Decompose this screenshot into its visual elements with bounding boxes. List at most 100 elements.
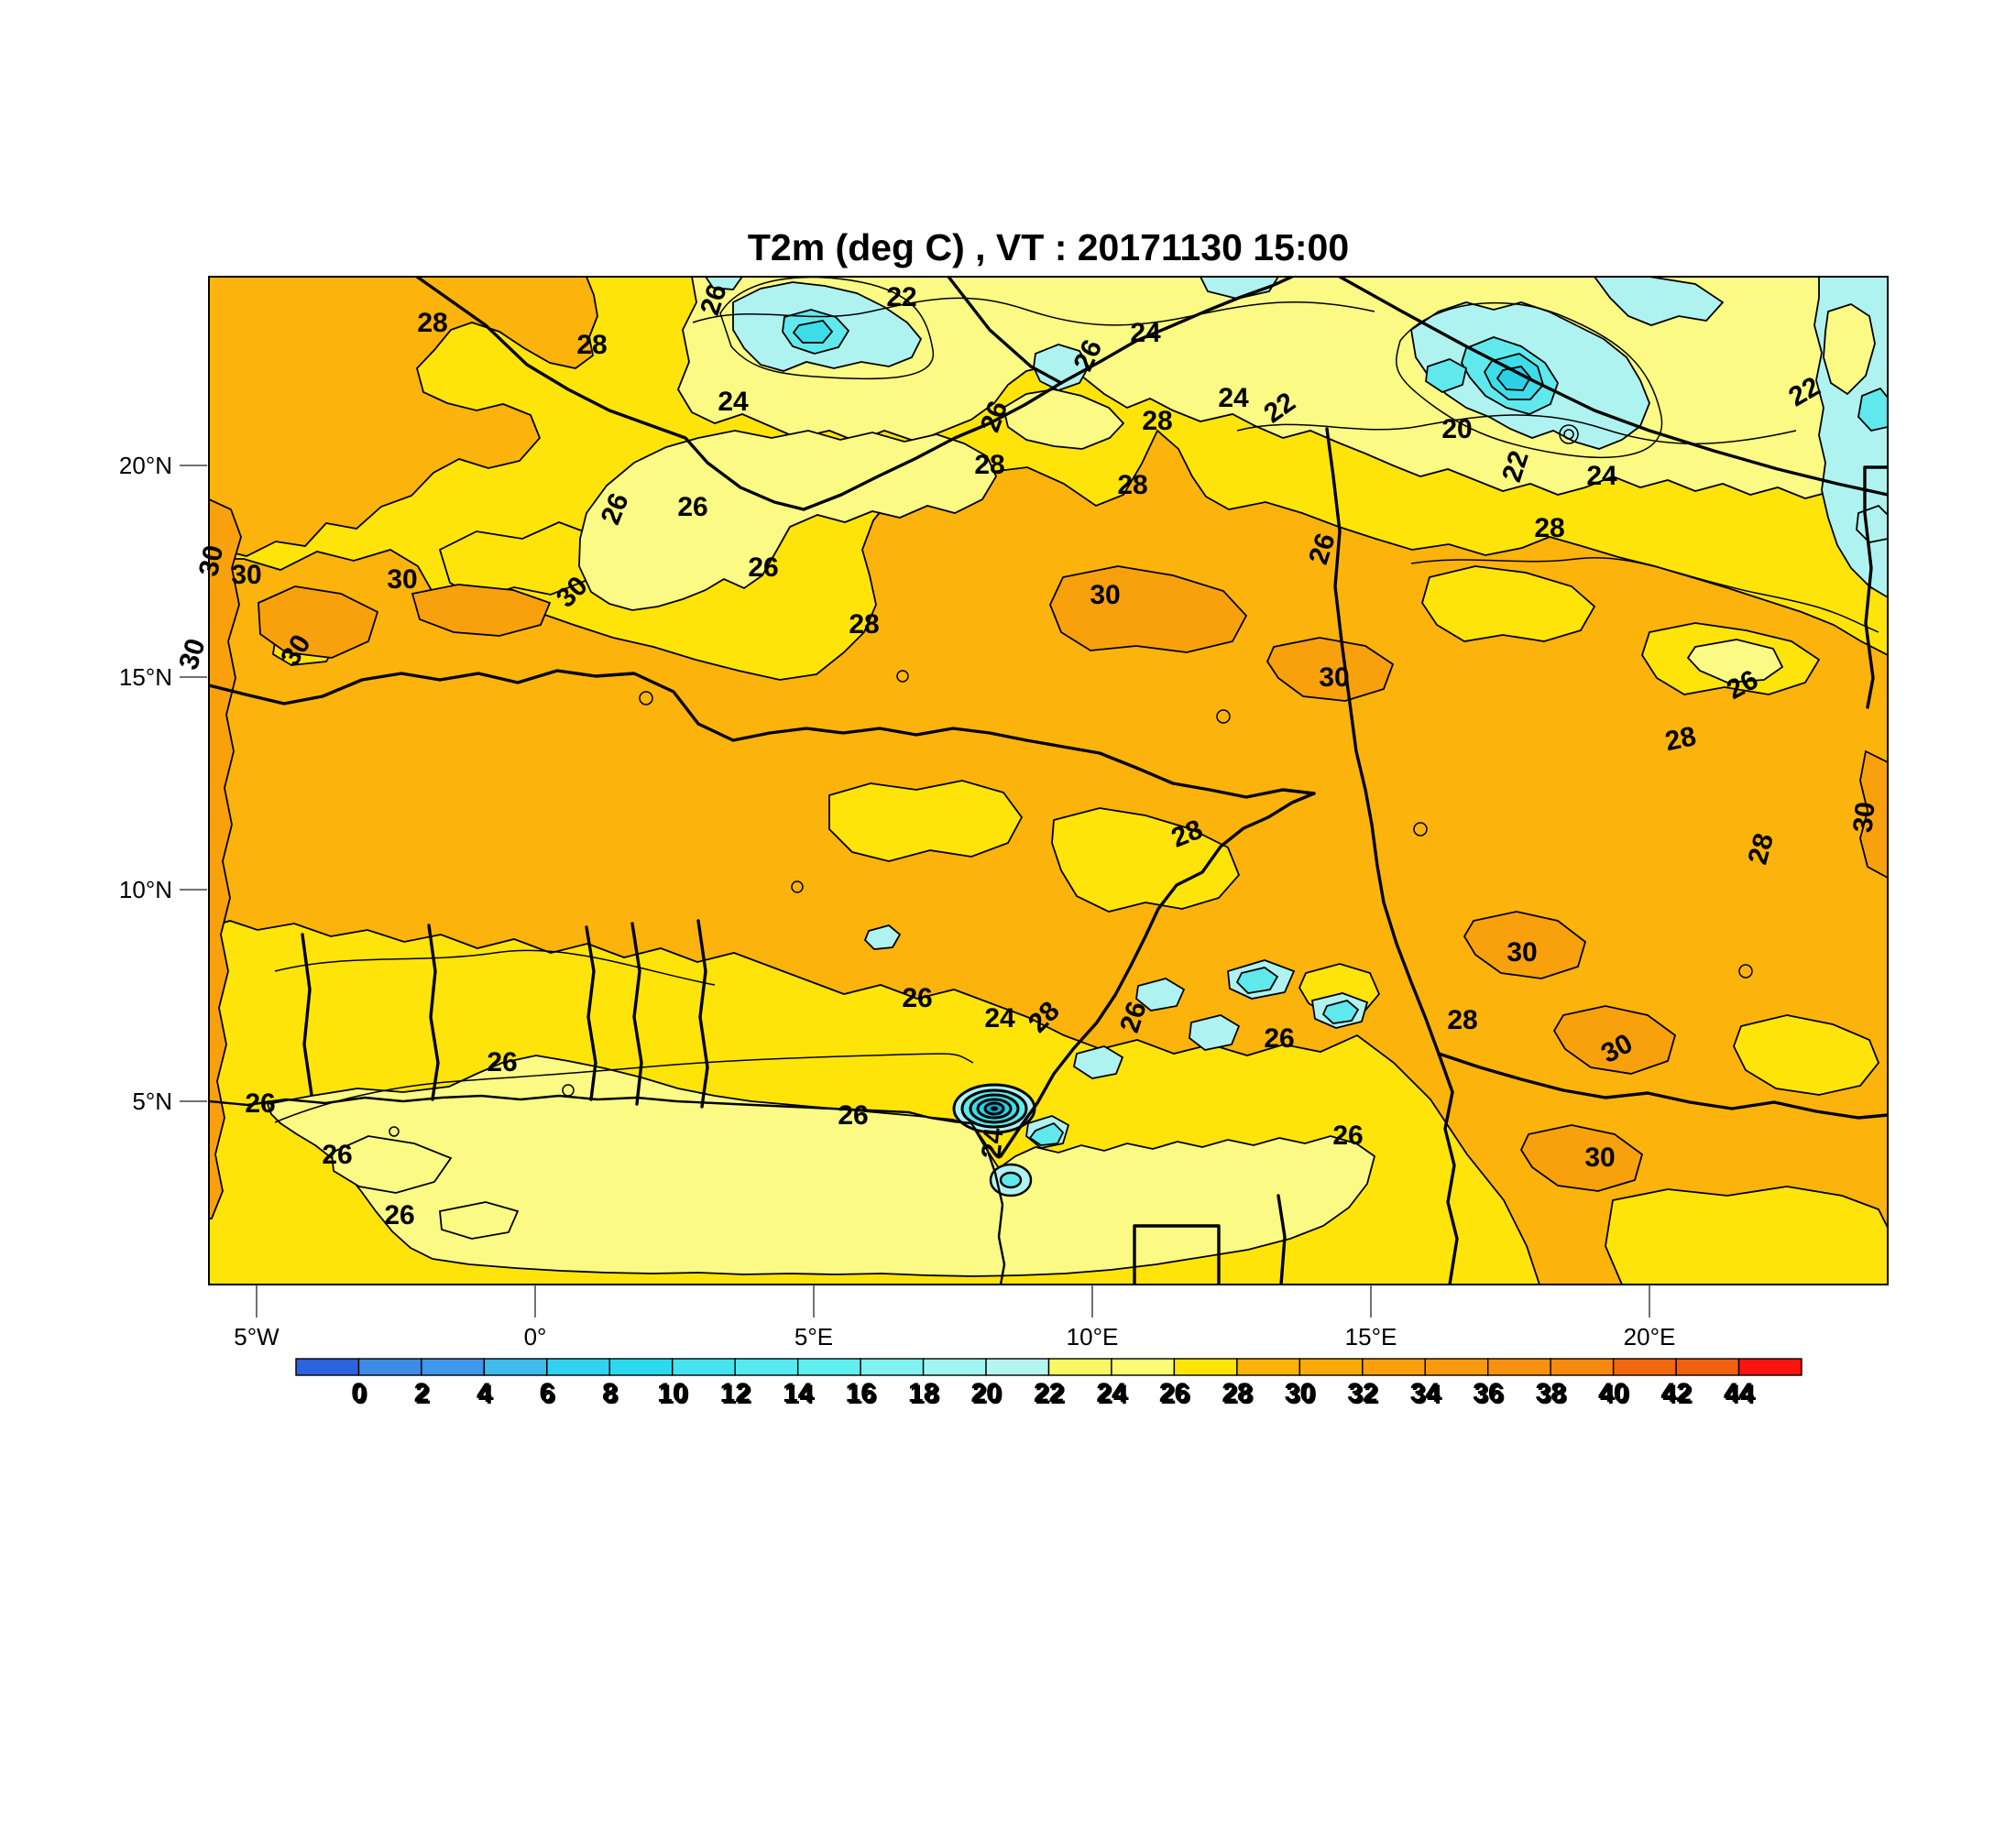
colorbar-label-shadow: 2	[416, 1380, 432, 1410]
band-26-28-patches	[272, 521, 1888, 1285]
plot-title: T2m (deg C) , VT : 20171130 15:00	[748, 226, 1349, 268]
contour-label: 26	[1332, 1121, 1363, 1151]
contour-label: 30	[173, 635, 212, 673]
mount-cameroon-contour-knot	[952, 1083, 1036, 1134]
colorbar-segment	[1612, 1358, 1677, 1376]
contour-label: 22	[886, 282, 916, 312]
colorbar-segment	[357, 1358, 422, 1376]
colorbar-label: 38	[1535, 1378, 1565, 1408]
contour-label: 24	[1586, 461, 1617, 491]
colorbar-label: 6	[539, 1378, 554, 1408]
colorbar-segment	[796, 1358, 861, 1376]
lon-tick-label: 0°	[524, 1323, 547, 1350]
colorbar-label-shadow: 22	[1035, 1380, 1066, 1410]
contour-label: 24	[1130, 318, 1161, 348]
contour-field	[209, 277, 1888, 1285]
colorbar-label: 32	[1347, 1378, 1377, 1408]
contour-label: 28	[849, 609, 879, 640]
colorbar-label: 12	[720, 1378, 751, 1408]
colorbar-label-shadow: 40	[1600, 1380, 1630, 1410]
colorbar-label-shadow: 24	[1098, 1380, 1129, 1410]
colorbar-label-shadow: 28	[1223, 1380, 1254, 1410]
contour-label: 26	[245, 1088, 275, 1119]
colorbar-label: 42	[1660, 1378, 1691, 1408]
lon-tick-label: 5°W	[234, 1323, 279, 1350]
contour-label: 28	[1534, 513, 1564, 543]
colorbar-label-shadow: 38	[1537, 1380, 1567, 1410]
colorbar-segment	[734, 1358, 799, 1376]
colorbar-label-shadow: 34	[1412, 1380, 1443, 1410]
lat-tick-label: 5°N	[132, 1088, 172, 1115]
lon-tick-label: 5°E	[794, 1323, 833, 1350]
colorbar-label: 0	[351, 1378, 367, 1408]
axis-ticks: 5°W 0° 5°E 10°E 15°E 20°E 20°N 15°N 10°N 5°N	[119, 452, 1675, 1350]
colorbar-segment	[483, 1358, 548, 1376]
colorbar-label-shadow: 4	[478, 1380, 494, 1410]
colorbar-label-shadow: 14	[784, 1380, 816, 1410]
colorbar-label: 4	[477, 1378, 492, 1408]
contour-label: 30	[1090, 580, 1120, 610]
contour-label: 28	[1662, 721, 1699, 757]
contour-label: 28	[1447, 1005, 1477, 1035]
colorbar-label: 8	[602, 1378, 618, 1408]
colorbar-segment	[1173, 1358, 1238, 1376]
colorbar-segment	[295, 1358, 360, 1376]
contour-label: 26	[838, 1100, 868, 1131]
colorbar-label: 40	[1598, 1378, 1628, 1408]
contour-label: 28	[974, 450, 1004, 480]
band-22-26	[266, 277, 1888, 1277]
map-panel	[208, 276, 1889, 1285]
colorbar-label: 36	[1473, 1378, 1503, 1408]
contour-label: 30	[1319, 662, 1349, 693]
colorbar-label-shadow: 16	[847, 1380, 877, 1410]
colorbar-label-shadow: 42	[1662, 1380, 1693, 1410]
colorbar-label: 30	[1285, 1378, 1315, 1408]
coastline	[209, 1094, 1006, 1285]
colorbar-segment	[1424, 1358, 1489, 1376]
colorbar-label: 26	[1159, 1378, 1189, 1408]
contour-label: 30	[231, 560, 261, 590]
contour-label: 28	[576, 330, 607, 360]
colorbar-label: 10	[657, 1378, 687, 1408]
colorbar-label: 2	[414, 1378, 430, 1408]
colorbar-label: 22	[1034, 1378, 1064, 1408]
colorbar-segment	[672, 1358, 736, 1376]
lon-tick-label: 20°E	[1624, 1323, 1676, 1350]
bioko-contour-ring	[989, 1163, 1033, 1197]
contour-label: 24	[718, 387, 749, 417]
contour-label: 30	[1584, 1143, 1615, 1173]
colorbar-label: 44	[1724, 1378, 1755, 1408]
contour-label: 26	[677, 492, 707, 522]
country-borders	[209, 277, 1888, 1285]
colorbar-segment	[1737, 1358, 1802, 1376]
contour-label: 28	[1142, 406, 1172, 436]
contour-label: 26	[487, 1047, 517, 1077]
colorbar-label: 24	[1096, 1378, 1127, 1408]
colorbar-segment	[608, 1358, 674, 1376]
colorbar-segment	[1047, 1358, 1112, 1376]
colorbar-label-shadow: 30	[1287, 1380, 1317, 1410]
lat-tick-label: 10°N	[119, 876, 172, 903]
contour-label: 28	[1117, 470, 1147, 500]
colorbar-label-shadow: 10	[659, 1380, 689, 1410]
colorbar-segment	[546, 1358, 610, 1376]
colorbar-segment	[421, 1358, 486, 1376]
contour-label: 26	[902, 983, 932, 1013]
colorbar-segment	[1675, 1358, 1740, 1376]
colorbar-segment	[1111, 1358, 1176, 1376]
contour-label: 28	[417, 308, 447, 338]
lat-tick-label: 20°N	[119, 452, 172, 479]
band-30-32	[209, 498, 1888, 1219]
colorbar-label: 20	[970, 1378, 1001, 1408]
colorbar-label-shadow: 32	[1349, 1380, 1379, 1410]
band-28-30	[209, 277, 1888, 1285]
colorbar-label: 14	[783, 1378, 814, 1408]
colorbar-label: 34	[1410, 1378, 1441, 1408]
band-22-24-patch	[1823, 303, 1876, 396]
contour-label: 26	[1264, 1023, 1294, 1054]
colorbar-label-shadow: 44	[1726, 1380, 1757, 1410]
colorbar-segment	[985, 1358, 1050, 1376]
contour-label: 24	[984, 1003, 1015, 1033]
colorbar-label: 28	[1222, 1378, 1252, 1408]
colorbar-label: 18	[908, 1378, 938, 1408]
